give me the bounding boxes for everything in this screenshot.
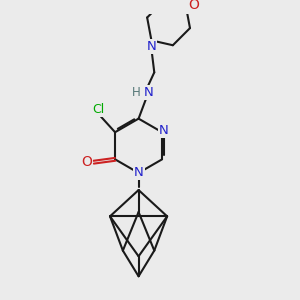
Text: N: N (159, 124, 168, 137)
Text: H: H (132, 86, 141, 99)
Text: O: O (188, 0, 199, 12)
Text: N: N (134, 167, 143, 179)
Text: N: N (144, 86, 153, 99)
Text: O: O (81, 155, 92, 169)
Text: Cl: Cl (92, 103, 104, 116)
Text: N: N (147, 40, 156, 53)
